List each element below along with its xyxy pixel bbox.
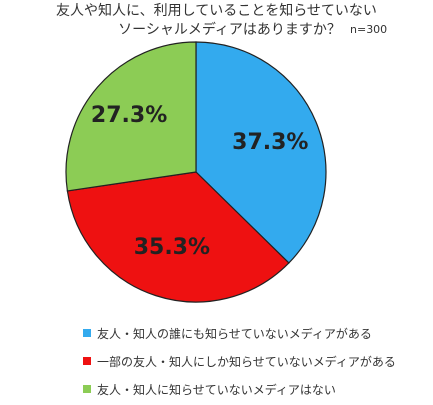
chart-title-line2: ソーシャルメディアはありますか？: [118, 22, 341, 38]
legend-label: 友人・知人に知らせていないメディアはない: [97, 382, 336, 397]
pie-slice: [195, 41, 327, 264]
slice-data-label: 37.3%: [232, 130, 308, 155]
pie-slice: [66, 171, 290, 303]
slice-data-label: 27.3%: [91, 103, 167, 128]
legend-swatch: [83, 357, 91, 365]
sample-size-note: n=300: [350, 23, 388, 36]
legend-item: 一部の友人・知人にしか知らせていないメディアがある: [83, 347, 423, 375]
legend-swatch: [83, 385, 91, 393]
legend-swatch: [83, 329, 91, 337]
legend-label: 一部の友人・知人にしか知らせていないメディアがある: [97, 354, 396, 369]
pie-slice: [65, 41, 197, 192]
legend-label: 友人・知人の誰にも知らせていないメディアがある: [97, 326, 372, 341]
legend-item: 友人・知人に知らせていないメディアはない: [83, 375, 423, 403]
slice-data-label: 35.3%: [134, 235, 210, 260]
chart-title: 友人や知人に、利用していることを知らせていない ソーシャルメディアはありますか？: [0, 2, 433, 40]
legend-item: 友人・知人の誰にも知らせていないメディアがある: [83, 319, 423, 347]
chart-legend: 友人・知人の誰にも知らせていないメディアがある 一部の友人・知人にしか知らせてい…: [83, 319, 423, 403]
chart-title-line1: 友人や知人に、利用していることを知らせていない: [56, 3, 377, 19]
